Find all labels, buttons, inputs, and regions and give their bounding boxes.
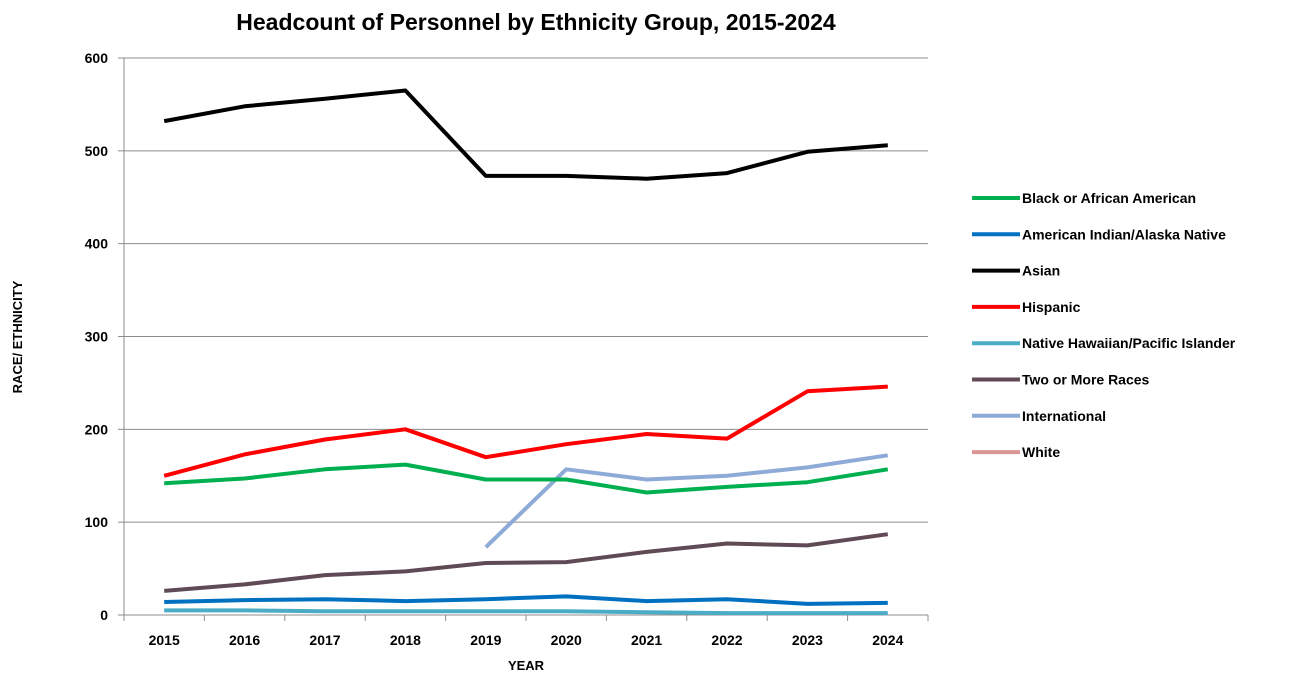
axes: 0 100 200 300 400 500 600 2015 2016 2017 2018 2019 2… [85, 50, 929, 648]
x-tick-label: 2015 [149, 632, 180, 648]
legend-label-native-hawaiian-pacific-islander: Native Hawaiian/Pacific Islander [1022, 335, 1236, 351]
series-line-two-or-more-races [164, 532, 889, 593]
x-tick-label: 2016 [229, 632, 260, 648]
x-tick-label: 2021 [631, 632, 662, 648]
legend-label-american-indian-alaska-native: American Indian/Alaska Native [1022, 226, 1226, 242]
x-axis-label: YEAR [508, 658, 545, 673]
y-tick-label: 400 [85, 236, 109, 252]
x-tick-label: 2018 [390, 632, 421, 648]
legend-label-white: White [1022, 444, 1060, 460]
series-line-native-hawaiian-pacific-islander [164, 608, 888, 616]
y-tick-label: 200 [85, 421, 109, 437]
legend-label-black-or-african-american: Black or African American [1022, 190, 1196, 206]
legend-label-asian: Asian [1022, 263, 1060, 279]
series-lines [163, 88, 889, 616]
x-tick-label: 2024 [872, 632, 903, 648]
legend-label-international: International [1022, 408, 1106, 424]
x-tick-label: 2017 [309, 632, 340, 648]
y-tick-label: 300 [85, 329, 109, 345]
legend-label-two-or-more-races: Two or More Races [1022, 372, 1150, 388]
series-line-asian [163, 88, 888, 181]
series-line-hispanic [163, 384, 888, 478]
y-tick-label: 500 [85, 143, 109, 159]
gridlines [124, 57, 928, 523]
legend: Black or African American American Indian… [972, 190, 1236, 460]
x-tick-label: 2023 [792, 632, 823, 648]
y-tick-label: 0 [100, 607, 108, 623]
y-tick-label: 600 [85, 50, 109, 66]
y-axis-label: RACE/ ETHNICITY [10, 280, 25, 393]
chart-title: Headcount of Personnel by Ethnicity Grou… [236, 9, 836, 35]
x-tick-label: 2022 [711, 632, 742, 648]
series-line-american-indian-alaska-native [164, 594, 888, 606]
series-line-black-or-african-american [164, 462, 889, 495]
y-tick-label: 100 [85, 514, 109, 530]
x-tick-label: 2019 [470, 632, 501, 648]
legend-label-hispanic: Hispanic [1022, 299, 1081, 315]
x-tick-label: 2020 [551, 632, 582, 648]
series-line-international [484, 453, 889, 549]
